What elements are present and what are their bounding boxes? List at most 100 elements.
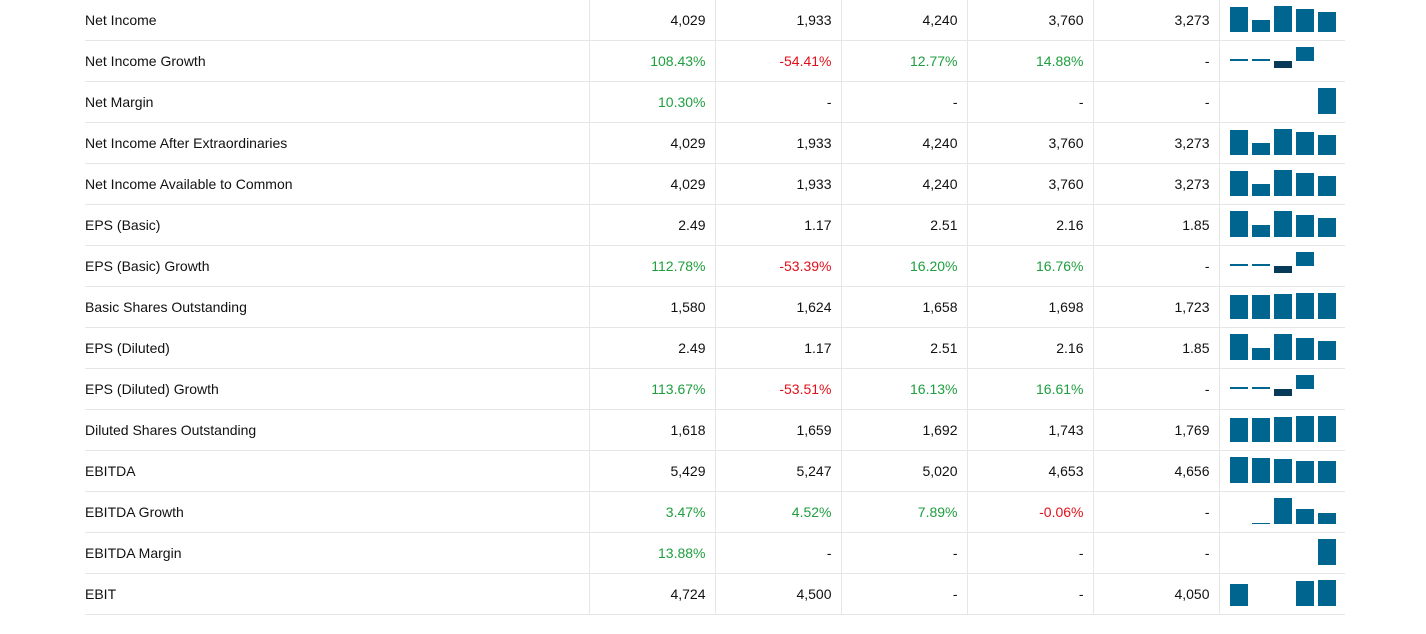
sparkline-chart <box>1229 170 1336 196</box>
value-cell: 4,240 <box>840 122 967 164</box>
table-row: Net Income Growth 108.43% -54.41% 12.77% 14.… <box>85 40 1345 82</box>
trend-sparkline <box>1218 573 1345 615</box>
table-row: EPS (Diluted) Growth 113.67% -53.51% 16.13%… <box>85 368 1345 410</box>
value-cell: 16.76% <box>966 245 1093 287</box>
row-label: EPS (Basic) <box>85 204 589 246</box>
value-cell: 1,723 <box>1092 286 1219 328</box>
sparkline-chart <box>1230 539 1336 565</box>
sparkline-chart <box>1229 580 1336 606</box>
table-row: Basic Shares Outstanding 1,580 1,624 1,658 1… <box>85 286 1345 328</box>
value-cell: -53.39% <box>714 245 841 287</box>
value-cell: 5,020 <box>840 450 967 492</box>
sparkline-chart <box>1229 375 1336 401</box>
value-cell: 1,659 <box>714 409 841 451</box>
sparkline-bar <box>1295 8 1314 32</box>
trend-sparkline <box>1218 40 1345 82</box>
trend-sparkline <box>1218 245 1345 287</box>
sparkline-bar <box>1273 6 1292 32</box>
value-cell: 10.30% <box>588 81 715 123</box>
value-cell: 4,050 <box>1092 573 1219 615</box>
value-cell: 16.61% <box>966 368 1093 410</box>
value-cell: 3,273 <box>1092 163 1219 205</box>
value-cell: - <box>966 532 1093 574</box>
sparkline-bar <box>1295 581 1314 606</box>
value-cell: 4,029 <box>588 163 715 205</box>
value-cell: 5,429 <box>588 450 715 492</box>
sparkline-bar <box>1251 417 1270 442</box>
value-cell: 1,692 <box>840 409 967 451</box>
value-cell: 4,240 <box>840 163 967 205</box>
sparkline-chart <box>1229 334 1336 360</box>
sparkline-bar <box>1295 416 1314 442</box>
value-cell: 1.85 <box>1092 204 1219 246</box>
value-cell: 2.49 <box>588 204 715 246</box>
value-cell: - <box>714 81 841 123</box>
sparkline-chart <box>1229 457 1336 483</box>
sparkline-bar <box>1229 264 1248 266</box>
sparkline-bar <box>1229 7 1248 32</box>
sparkline-bar <box>1317 11 1336 32</box>
value-cell: 2.51 <box>840 327 967 369</box>
sparkline-bar <box>1295 509 1314 524</box>
sparkline-bar <box>1317 293 1336 319</box>
row-label: Net Margin <box>85 81 589 123</box>
table-row: EBITDA Growth 3.47% 4.52% 7.89% -0.06% - <box>85 491 1345 533</box>
row-label: EPS (Diluted) <box>85 327 589 369</box>
sparkline-bar <box>1273 417 1292 442</box>
value-cell: 3,760 <box>966 122 1093 164</box>
sparkline-bar <box>1295 172 1314 196</box>
row-label: EBIT <box>85 573 589 615</box>
sparkline-bar <box>1317 134 1336 155</box>
trend-sparkline <box>1218 532 1345 574</box>
table-row: Net Income 4,029 1,933 4,240 3,760 3,273 <box>85 0 1345 41</box>
table-row: EBITDA Margin 13.88% - - - - <box>85 532 1345 574</box>
trend-sparkline <box>1218 0 1345 41</box>
value-cell: - <box>1092 81 1219 123</box>
sparkline-bar <box>1251 457 1270 483</box>
value-cell: 4,029 <box>588 122 715 164</box>
row-label: EBITDA Growth <box>85 491 589 533</box>
sparkline-bar <box>1295 337 1314 360</box>
sparkline-chart <box>1230 88 1336 114</box>
trend-sparkline <box>1218 122 1345 164</box>
row-label: EPS (Diluted) Growth <box>85 368 589 410</box>
sparkline-chart <box>1229 293 1336 319</box>
sparkline-bar <box>1317 217 1336 237</box>
value-cell: 4,240 <box>840 0 967 41</box>
value-cell: - <box>1092 491 1219 533</box>
sparkline-bar <box>1229 295 1248 319</box>
sparkline-chart <box>1229 211 1336 237</box>
value-cell: 1,698 <box>966 286 1093 328</box>
value-cell: 4,653 <box>966 450 1093 492</box>
value-cell: 1.17 <box>714 327 841 369</box>
trend-sparkline <box>1218 163 1345 205</box>
sparkline-bar <box>1273 334 1292 360</box>
row-label: Diluted Shares Outstanding <box>85 409 589 451</box>
value-cell: 3,273 <box>1092 122 1219 164</box>
sparkline-bar <box>1229 59 1248 61</box>
sparkline-bar <box>1273 293 1292 319</box>
sparkline-bar <box>1273 61 1292 69</box>
sparkline-chart <box>1230 498 1336 524</box>
row-label: Net Income After Extraordinaries <box>85 122 589 164</box>
value-cell: 14.88% <box>966 40 1093 82</box>
sparkline-bar <box>1273 129 1292 155</box>
sparkline-bar <box>1317 416 1336 442</box>
value-cell: - <box>840 532 967 574</box>
value-cell: - <box>966 573 1093 615</box>
sparkline-bar <box>1229 211 1248 237</box>
sparkline-bar <box>1251 143 1270 155</box>
trend-sparkline <box>1218 368 1345 410</box>
sparkline-bar <box>1251 184 1270 196</box>
value-cell: 1.17 <box>714 204 841 246</box>
sparkline-bar <box>1251 523 1270 524</box>
trend-sparkline <box>1218 491 1345 533</box>
table-row: Net Income After Extraordinaries 4,029 1,9… <box>85 122 1345 164</box>
table-row: EPS (Basic) Growth 112.78% -53.39% 16.20% 16… <box>85 245 1345 287</box>
value-cell: 2.49 <box>588 327 715 369</box>
table-row: Net Income Available to Common 4,029 1,933… <box>85 163 1345 205</box>
value-cell: 1,624 <box>714 286 841 328</box>
value-cell: 2.16 <box>966 204 1093 246</box>
table-row: Diluted Shares Outstanding 1,618 1,659 1,69… <box>85 409 1345 451</box>
sparkline-bar <box>1251 59 1270 61</box>
